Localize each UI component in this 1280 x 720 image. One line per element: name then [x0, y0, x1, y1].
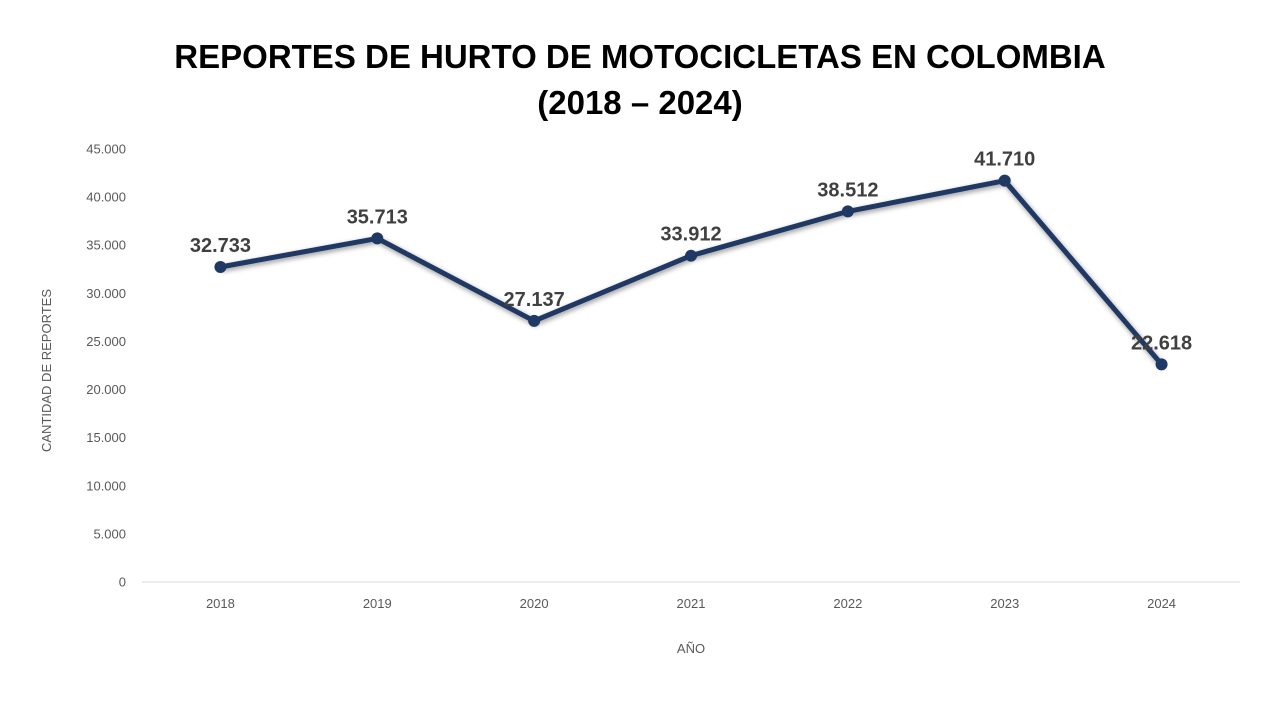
- chart-title: REPORTES DE HURTO DE MOTOCICLETAS EN COL…: [174, 38, 1106, 75]
- y-axis-label: CANTIDAD DE REPORTES: [39, 289, 54, 452]
- x-tick-label: 2018: [206, 596, 235, 611]
- y-tick-label: 10.000: [86, 478, 126, 493]
- y-tick-label: 40.000: [86, 190, 126, 205]
- y-axis-ticks: 0 5.000 10.000 15.000 20.000 25.000 30.000 35.0…: [86, 142, 126, 590]
- data-point: [214, 261, 227, 274]
- data-point: [371, 232, 384, 245]
- y-tick-label: 5.000: [93, 526, 126, 541]
- data-label: 32.733: [190, 235, 251, 257]
- data-point: [528, 314, 541, 327]
- data-label: 41.710: [974, 149, 1035, 171]
- y-tick-label: 20.000: [86, 382, 126, 397]
- data-points: [214, 174, 1168, 371]
- chart-subtitle: (2018 – 2024): [537, 84, 743, 121]
- y-tick-label: 45.000: [86, 142, 126, 157]
- data-label: 35.713: [347, 206, 408, 228]
- data-point: [841, 205, 854, 218]
- data-point: [998, 174, 1011, 187]
- data-label: 38.512: [817, 179, 878, 201]
- data-labels: 32.733 35.713 27.137 33.912 38.512 41.710 22.6…: [190, 149, 1192, 355]
- data-label: 33.912: [660, 224, 721, 246]
- data-label: 22.618: [1131, 332, 1192, 354]
- y-tick-label: 0: [119, 575, 126, 590]
- x-axis-ticks: 2018 2019 2020 2021 2022 2023 2024: [206, 596, 1176, 611]
- y-tick-label: 35.000: [86, 238, 126, 253]
- data-label: 27.137: [504, 289, 565, 311]
- data-point: [1155, 358, 1168, 371]
- x-tick-label: 2022: [833, 596, 862, 611]
- x-tick-label: 2021: [677, 596, 706, 611]
- x-axis-label: AÑO: [677, 641, 705, 656]
- data-point: [685, 249, 697, 262]
- x-tick-label: 2023: [990, 596, 1019, 611]
- x-tick-label: 2020: [520, 596, 549, 611]
- x-tick-label: 2019: [363, 596, 392, 611]
- x-tick-label: 2024: [1147, 596, 1176, 611]
- y-tick-label: 15.000: [86, 430, 126, 445]
- y-tick-label: 30.000: [86, 286, 126, 301]
- y-tick-label: 25.000: [86, 334, 126, 349]
